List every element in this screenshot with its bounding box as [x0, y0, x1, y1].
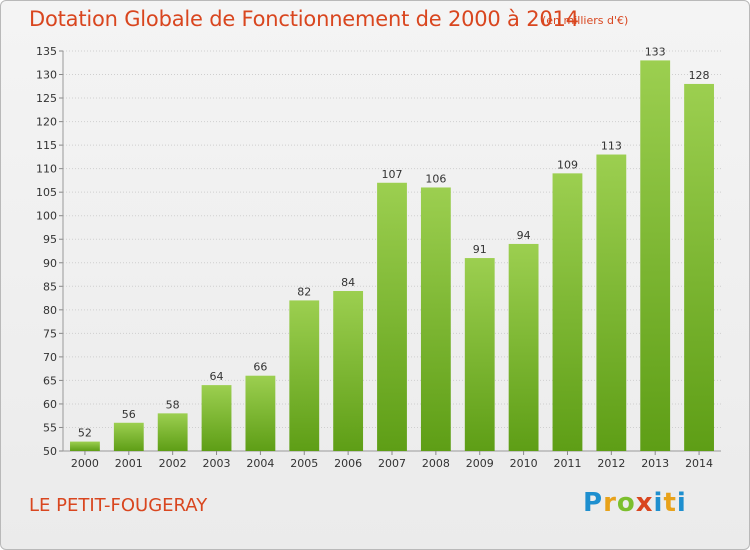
y-tick-label: 55	[43, 421, 57, 434]
x-tick-label: 2008	[422, 457, 450, 470]
y-tick-label: 90	[43, 257, 57, 270]
y-tick-label: 65	[43, 374, 57, 387]
y-tick-label: 110	[36, 163, 57, 176]
data-label: 128	[689, 69, 710, 82]
y-tick-label: 75	[43, 327, 57, 340]
data-label: 91	[473, 243, 487, 256]
x-tick-label: 2004	[246, 457, 274, 470]
data-label: 84	[341, 276, 355, 289]
x-tick-label: 2006	[334, 457, 362, 470]
data-label: 133	[645, 45, 666, 58]
y-tick-label: 85	[43, 280, 57, 293]
y-tick-label: 115	[36, 139, 57, 152]
x-tick-label: 2003	[203, 457, 231, 470]
y-tick-label: 130	[36, 69, 57, 82]
data-label: 106	[425, 172, 446, 185]
y-tick-label: 100	[36, 210, 57, 223]
x-tick-label: 2007	[378, 457, 406, 470]
y-tick-label: 95	[43, 233, 57, 246]
chart-title: Dotation Globale de Fonctionnement de 20…	[29, 7, 579, 31]
data-label: 107	[382, 168, 403, 181]
x-tick-label: 2000	[71, 457, 99, 470]
bar	[377, 182, 407, 451]
bar	[684, 83, 714, 452]
x-tick-label: 2010	[510, 457, 538, 470]
bar	[420, 187, 451, 451]
bar	[113, 422, 144, 451]
commune-name: LE PETIT-FOUGERAY	[29, 495, 208, 516]
data-label: 113	[601, 140, 622, 153]
bar	[333, 291, 364, 451]
y-tick-label: 50	[43, 445, 57, 458]
x-tick-label: 2011	[553, 457, 581, 470]
data-label: 56	[122, 408, 136, 421]
data-label: 94	[517, 229, 531, 242]
y-tick-label: 120	[36, 116, 57, 129]
data-label: 52	[78, 427, 92, 440]
data-label: 64	[210, 370, 224, 383]
x-tick-label: 2012	[597, 457, 625, 470]
y-tick-label: 60	[43, 398, 57, 411]
y-tick-label: 135	[36, 45, 57, 58]
y-tick-label: 105	[36, 186, 57, 199]
chart-unit: (en milliers d'€)	[542, 14, 629, 27]
proxiti-logo: Proxiti	[583, 488, 687, 518]
bar	[640, 60, 671, 451]
y-tick-label: 80	[43, 304, 57, 317]
data-label: 66	[253, 361, 267, 374]
y-tick-label: 125	[36, 92, 57, 105]
bar	[508, 243, 539, 451]
bar	[245, 375, 276, 451]
bar	[70, 441, 100, 451]
x-tick-label: 2013	[641, 457, 669, 470]
bar	[289, 300, 320, 451]
bar	[201, 385, 232, 451]
x-tick-label: 2001	[115, 457, 143, 470]
bar	[552, 173, 583, 451]
bar	[464, 258, 495, 451]
x-tick-label: 2009	[466, 457, 494, 470]
data-label: 58	[166, 398, 180, 411]
x-tick-label: 2014	[685, 457, 713, 470]
bar	[596, 154, 627, 451]
bar	[157, 413, 188, 451]
y-tick-label: 70	[43, 351, 57, 364]
x-tick-label: 2005	[290, 457, 318, 470]
x-tick-label: 2002	[159, 457, 187, 470]
data-label: 109	[557, 158, 578, 171]
data-label: 82	[297, 285, 311, 298]
